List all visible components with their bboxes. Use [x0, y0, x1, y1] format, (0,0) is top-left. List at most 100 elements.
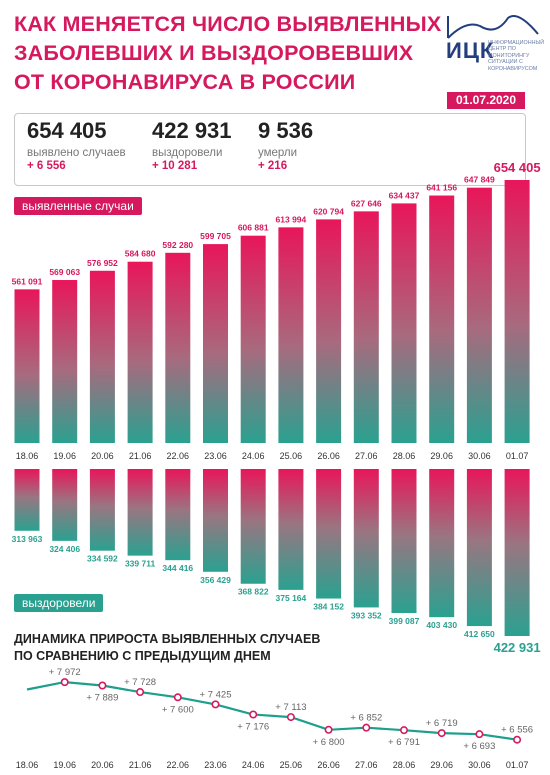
cases-data-label: 654 405 — [494, 160, 541, 175]
recovered-data-label: 368 822 — [238, 587, 269, 597]
line-data-label: + 7 889 — [86, 693, 118, 704]
date-tick-label: 01.07 — [506, 451, 529, 461]
logo-name: ИЦК — [446, 38, 495, 63]
line-data-label: + 6 719 — [426, 718, 458, 729]
line-date-label: 24.06 — [242, 760, 265, 770]
recovered-data-label: 344 416 — [162, 563, 193, 573]
date-tick-label: 25.06 — [280, 451, 303, 461]
line-date-label: 27.06 — [355, 760, 378, 770]
recovered-data-label: 422 931 — [494, 640, 541, 655]
cases-bar — [127, 261, 153, 443]
cases-bar — [14, 289, 40, 443]
stat-label: выздоровели — [152, 147, 223, 159]
line-date-label: 21.06 — [129, 760, 152, 770]
line-data-label: + 7 728 — [124, 677, 156, 688]
title-line: ЗАБОЛЕВШИХ И ВЫЗДОРОВЕВШИХ — [14, 41, 414, 65]
line-point — [136, 688, 145, 697]
line-data-label: + 7 176 — [237, 722, 269, 733]
line-chart-title: ДИНАМИКА ПРИРОСТА ВЫЯВЛЕННЫХ СЛУЧАЕВ ПО … — [14, 631, 320, 665]
line-point — [362, 723, 371, 732]
cases-bar — [278, 227, 304, 443]
cases-bar — [504, 180, 530, 443]
cases-data-label: 592 280 — [162, 240, 193, 250]
line-point — [513, 735, 522, 744]
recovered-data-label: 334 592 — [87, 554, 118, 564]
recovered-data-label: 399 087 — [389, 616, 420, 626]
cases-bar — [429, 195, 455, 443]
cases-data-label: 569 063 — [49, 267, 80, 277]
date-badge: 01.07.2020 — [447, 92, 525, 109]
line-date-label: 22.06 — [167, 760, 190, 770]
recovered-bar — [316, 469, 342, 599]
recovered-bar — [165, 469, 191, 561]
stat-change: + 10 281 — [152, 160, 198, 172]
line-data-label: + 7 972 — [49, 667, 81, 678]
stat-label: выявлено случаев — [27, 147, 126, 159]
recovered-data-label: 403 430 — [426, 620, 457, 630]
recovered-data-label: 393 352 — [351, 610, 382, 620]
cases-bar — [240, 235, 266, 443]
stat-label: умерли — [258, 147, 298, 159]
recovered-bar — [52, 469, 78, 541]
cases-data-label: 584 680 — [125, 249, 156, 259]
cases-data-label: 599 705 — [200, 231, 231, 241]
cases-bar — [316, 219, 342, 443]
line-date-label: 30.06 — [468, 760, 491, 770]
cases-data-label: 576 952 — [87, 258, 118, 268]
line-point — [324, 725, 333, 734]
cases-bar — [353, 211, 379, 443]
line-data-label: + 6 800 — [313, 737, 345, 748]
line-point — [437, 729, 446, 738]
recovered-bar — [466, 469, 492, 627]
stat-value: 422 931 — [152, 118, 232, 143]
stat-change: + 6 556 — [27, 160, 66, 172]
recovered-data-label: 412 650 — [464, 629, 495, 639]
cases-data-label: 634 437 — [389, 190, 420, 200]
date-tick-label: 28.06 — [393, 451, 416, 461]
cases-data-label: 627 646 — [351, 198, 382, 208]
line-point — [286, 713, 295, 722]
stat-cases: 654 405 выявлено случаев + 6 556 — [27, 118, 126, 172]
line-date-label: 20.06 — [91, 760, 114, 770]
recovered-data-label: 375 164 — [276, 593, 307, 603]
cases-data-label: 561 091 — [12, 276, 43, 286]
cases-bar — [203, 244, 228, 443]
title-line: ОТ КОРОНАВИРУСА В РОССИИ — [14, 70, 356, 94]
line-point — [399, 726, 408, 735]
recovered-data-label: 324 406 — [49, 544, 80, 554]
date-tick-label: 22.06 — [167, 451, 190, 461]
date-tick-label: 19.06 — [53, 451, 76, 461]
line-point — [98, 681, 107, 690]
line-data-label: + 6 852 — [350, 713, 382, 724]
cases-data-label: 620 794 — [313, 206, 344, 216]
line-date-label: 25.06 — [280, 760, 303, 770]
line-date-label: 29.06 — [430, 760, 453, 770]
logo-wave-icon — [447, 15, 539, 39]
recovered-data-label: 339 711 — [125, 559, 156, 569]
recovered-bar — [240, 469, 266, 584]
legend-cases: выявленные случаи — [14, 197, 142, 215]
line-chart-title-line: ДИНАМИКА ПРИРОСТА ВЫЯВЛЕННЫХ СЛУЧАЕВ — [14, 632, 321, 646]
stats-panel: 654 405 выявлено случаев + 6 556 422 931… — [14, 113, 526, 186]
cases-bar — [52, 280, 78, 443]
recovered-bar — [391, 469, 417, 613]
date-tick-label: 23.06 — [204, 451, 227, 461]
line-point — [475, 730, 484, 739]
recovered-bar — [127, 469, 153, 556]
date-tick-label: 29.06 — [430, 451, 453, 461]
cases-data-label: 641 156 — [426, 183, 457, 193]
cases-bar — [391, 203, 417, 443]
line-date-label: 18.06 — [16, 760, 39, 770]
recovered-data-label: 384 152 — [313, 602, 344, 612]
date-tick-label: 30.06 — [468, 451, 491, 461]
date-tick-label: 24.06 — [242, 451, 265, 461]
date-tick-label: 18.06 — [16, 451, 39, 461]
stat-value: 654 405 — [27, 118, 107, 143]
stat-value: 9 536 — [258, 118, 314, 143]
line-date-label: 26.06 — [317, 760, 340, 770]
recovered-bar — [353, 469, 379, 608]
recovered-data-label: 313 963 — [12, 534, 43, 544]
recovered-bar — [203, 469, 228, 572]
line-point — [211, 700, 220, 709]
